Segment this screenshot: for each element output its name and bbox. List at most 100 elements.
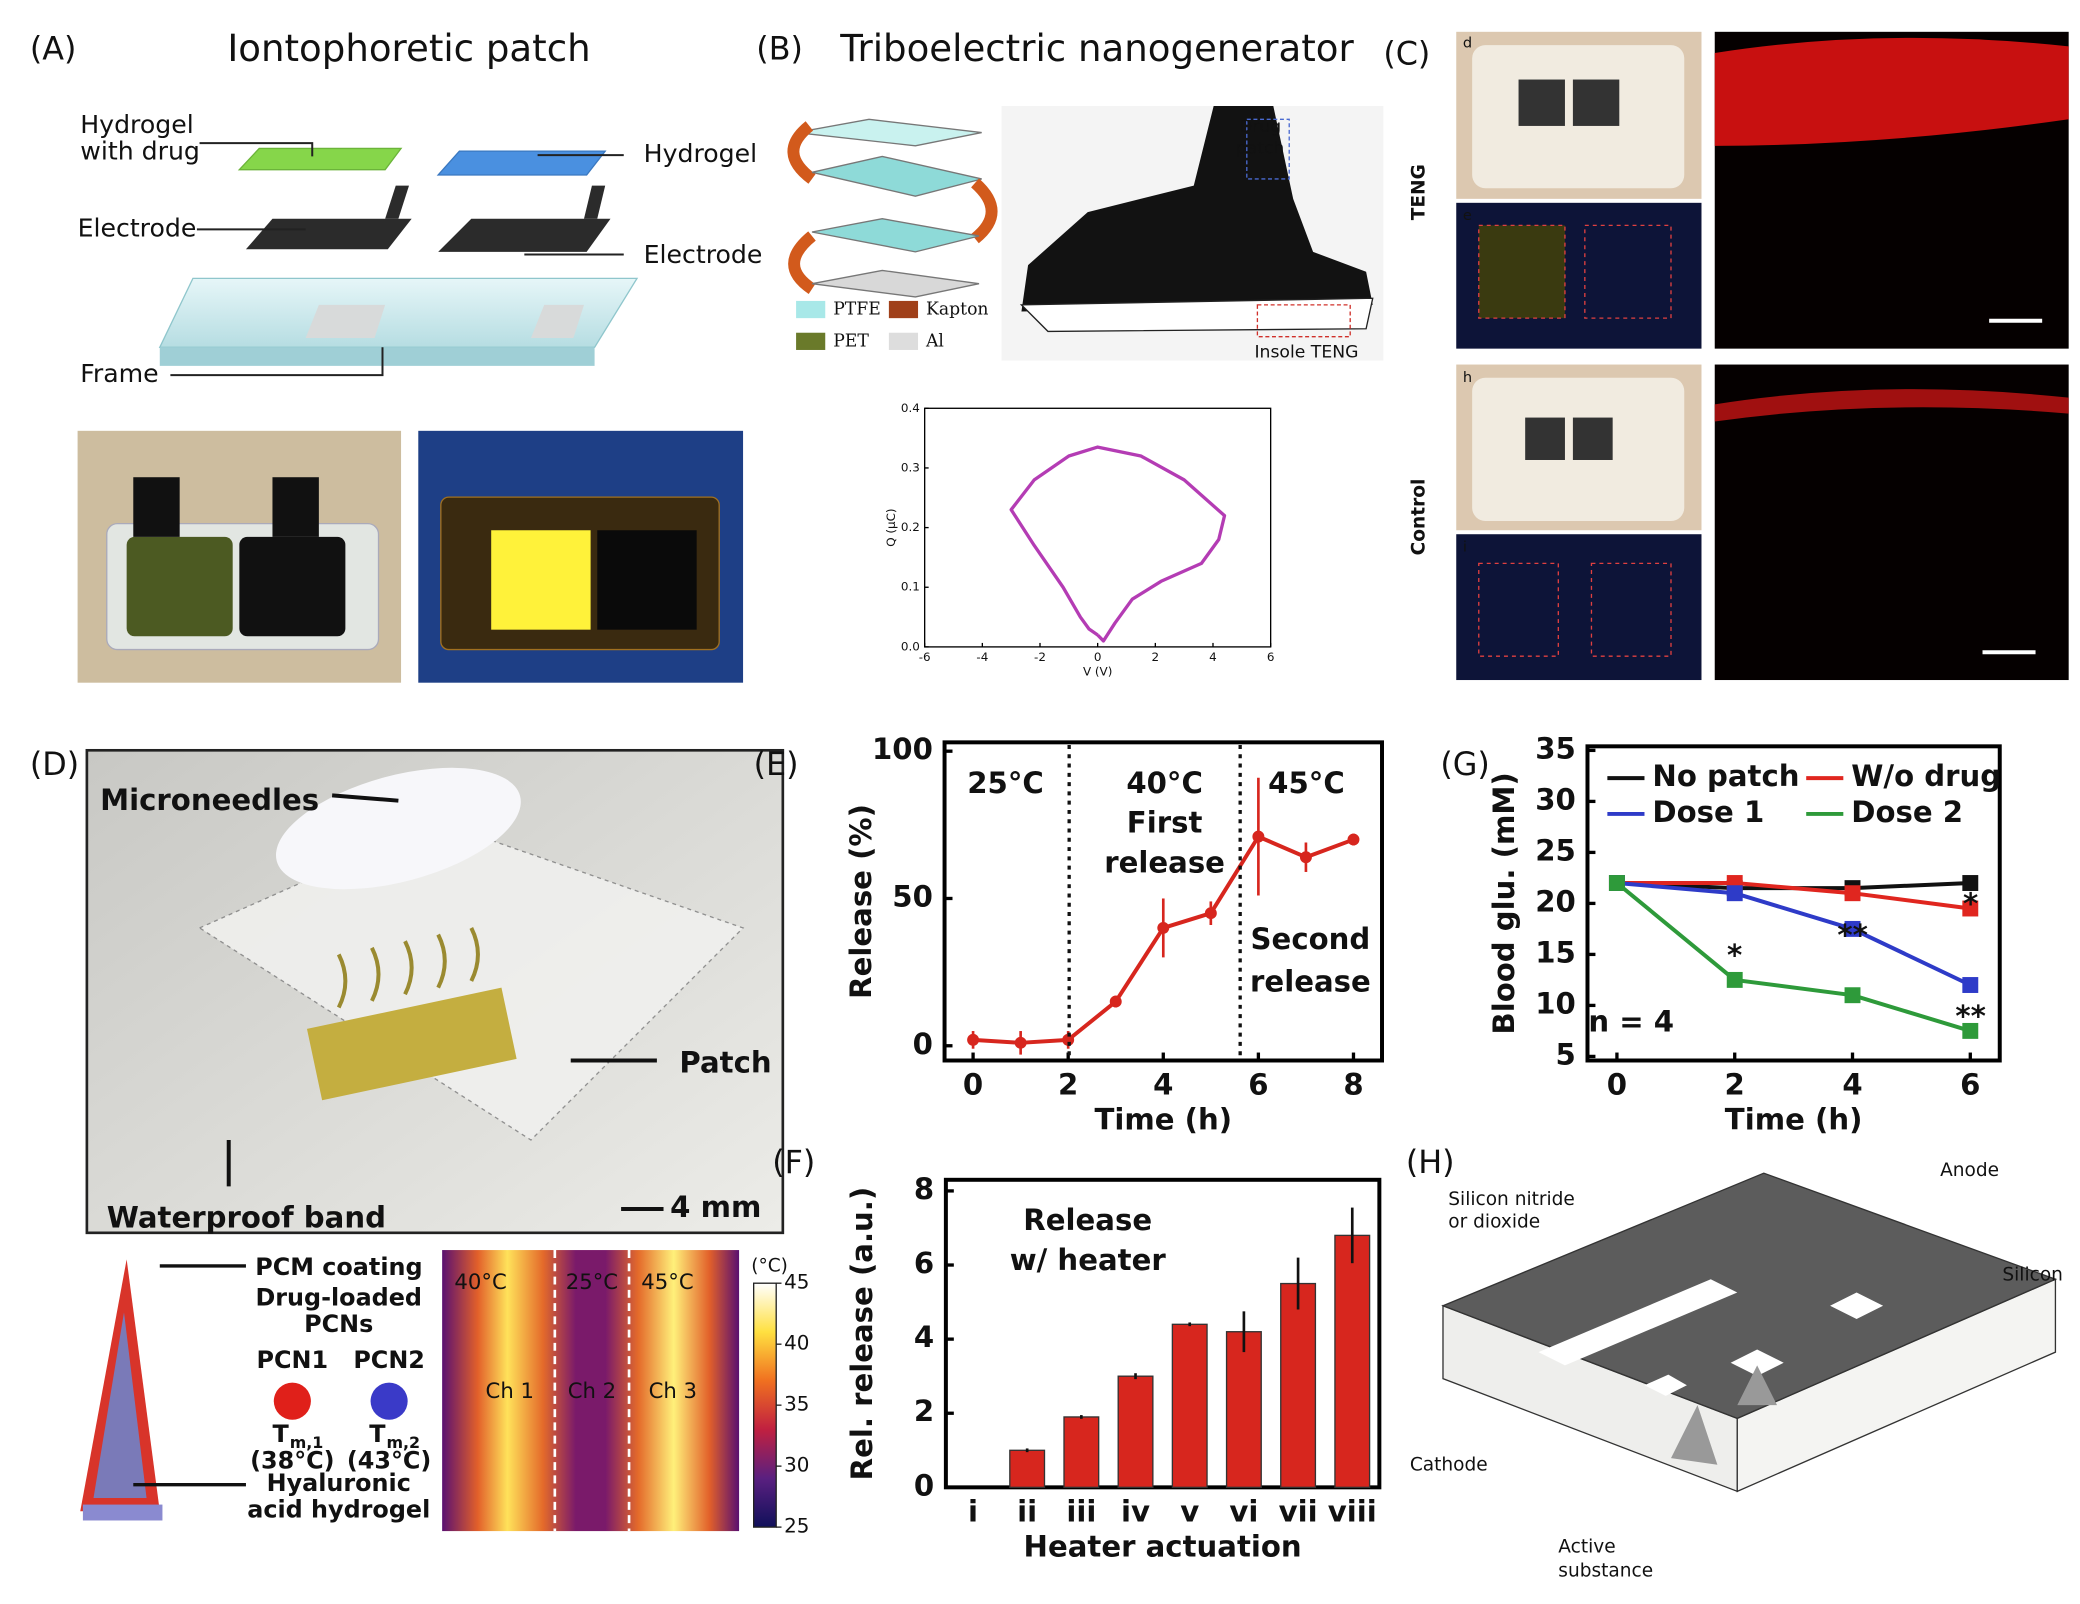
x-tick-label: 0 (1607, 1068, 1627, 1102)
shape (811, 269, 980, 298)
annotation: 45°C (1268, 766, 1345, 800)
marker (1109, 995, 1122, 1008)
annotation: w/ heater (1010, 1243, 1167, 1277)
label: PCM coating (255, 1253, 422, 1281)
y-axis-label: Rel. release (a.u.) (845, 1187, 879, 1481)
x-tick-label: 6 (1960, 1068, 1980, 1102)
shape (1256, 304, 1351, 338)
label: PCNs (304, 1310, 373, 1338)
label: m,1 (290, 1433, 324, 1452)
marker (1347, 833, 1360, 846)
bar (1225, 1331, 1262, 1489)
bar (1009, 1449, 1046, 1489)
colorbar-tick-label: 25 (784, 1515, 809, 1538)
label: Frame (80, 359, 158, 388)
y-axis-label: Q (μC) (884, 508, 898, 546)
x-axis-label: Time (h) (1094, 1103, 1232, 1137)
plot-frame (943, 1177, 1382, 1490)
colorbar-unit: (°C) (751, 1255, 788, 1276)
shape (305, 304, 386, 339)
legend-label: No patch (1652, 759, 1799, 793)
x-axis-label: Heater actuation (1024, 1530, 1302, 1564)
panel-label: (H) (1406, 1143, 1455, 1181)
marker (1157, 921, 1170, 934)
label: Electrode (644, 240, 763, 269)
label: substance (1558, 1560, 1653, 1581)
colorbar-tick-label: 40 (784, 1332, 809, 1355)
y-tick-label: 6 (914, 1246, 934, 1280)
shape (1714, 389, 2069, 422)
shape (1730, 1349, 1784, 1376)
y-tick-label: 30 (1535, 782, 1576, 816)
shape (1441, 1172, 2058, 1420)
x-tick-label: 4 (1209, 650, 1217, 664)
shape (1019, 297, 1374, 333)
shape (82, 1504, 163, 1521)
panel-label: (E) (754, 745, 799, 783)
bar (1334, 1234, 1371, 1489)
shape (273, 1382, 311, 1420)
shape (370, 1382, 408, 1420)
shape (811, 218, 980, 253)
shape (1584, 224, 1672, 319)
x-tick-label: 2 (1058, 1068, 1078, 1102)
label: Hyaluronic (267, 1469, 411, 1497)
plot-frame (924, 407, 1272, 648)
x-tick-label: -4 (976, 650, 988, 664)
shape (1572, 417, 1613, 460)
marker (1844, 920, 1861, 937)
marker (1299, 851, 1312, 864)
annotation: * (1963, 886, 1978, 920)
panel-label: (D) (30, 745, 79, 783)
x-tick-label: viii (1328, 1495, 1377, 1529)
y-tick-label: 0 (913, 1027, 933, 1061)
shape (170, 142, 624, 377)
panel-d-art (80, 748, 785, 1532)
data-line (1009, 445, 1227, 643)
colorbar-tick-label: 35 (784, 1393, 809, 1416)
label: Electrode (78, 213, 197, 242)
marker (1962, 977, 1979, 993)
x-tick-label: v (1180, 1495, 1199, 1529)
x-tick-label: -2 (1034, 650, 1046, 664)
marker (1252, 830, 1265, 843)
label: Cathode (1410, 1454, 1488, 1475)
panel-c-art (1456, 31, 2069, 681)
legend-label: Dose 1 (1652, 795, 1764, 829)
shape (888, 332, 919, 350)
y-tick-label: 25 (1535, 833, 1576, 867)
row-label: TENG (1409, 164, 1430, 220)
label: PCN1 (257, 1346, 329, 1374)
heatmap-label: Ch 3 (649, 1378, 697, 1403)
label: with drug (80, 136, 200, 165)
shape (159, 347, 595, 366)
shape (126, 536, 233, 637)
heatmap-label: 45°C (641, 1269, 693, 1294)
data-line (1616, 881, 1972, 987)
panel-label: (G) (1440, 745, 1489, 783)
shape (1538, 1279, 1738, 1366)
shape (133, 477, 180, 537)
y-tick-label: 0.2 (901, 520, 920, 534)
label: Drug-loaded (255, 1284, 422, 1312)
bar (1171, 1323, 1208, 1489)
x-tick-label: 4 (1153, 1068, 1173, 1102)
marker (1726, 885, 1743, 902)
annotation: 25°C (967, 766, 1044, 800)
panel-label: (B) (756, 29, 803, 67)
label: or dioxide (1448, 1212, 1540, 1233)
marker (1844, 885, 1861, 902)
heatmap-label: 25°C (566, 1269, 618, 1294)
panel-b-art (787, 106, 1384, 361)
shape (1644, 1374, 1687, 1396)
shape (796, 300, 826, 319)
shape (438, 218, 611, 252)
label: Silicon (2002, 1265, 2063, 1286)
x-tick-label: 0 (1094, 650, 1102, 664)
annotation: release (1104, 845, 1225, 879)
shape (1456, 534, 1702, 681)
x-tick-label: 2 (1725, 1068, 1745, 1102)
marker (967, 1033, 980, 1046)
sub-letter: h (1463, 369, 1472, 386)
